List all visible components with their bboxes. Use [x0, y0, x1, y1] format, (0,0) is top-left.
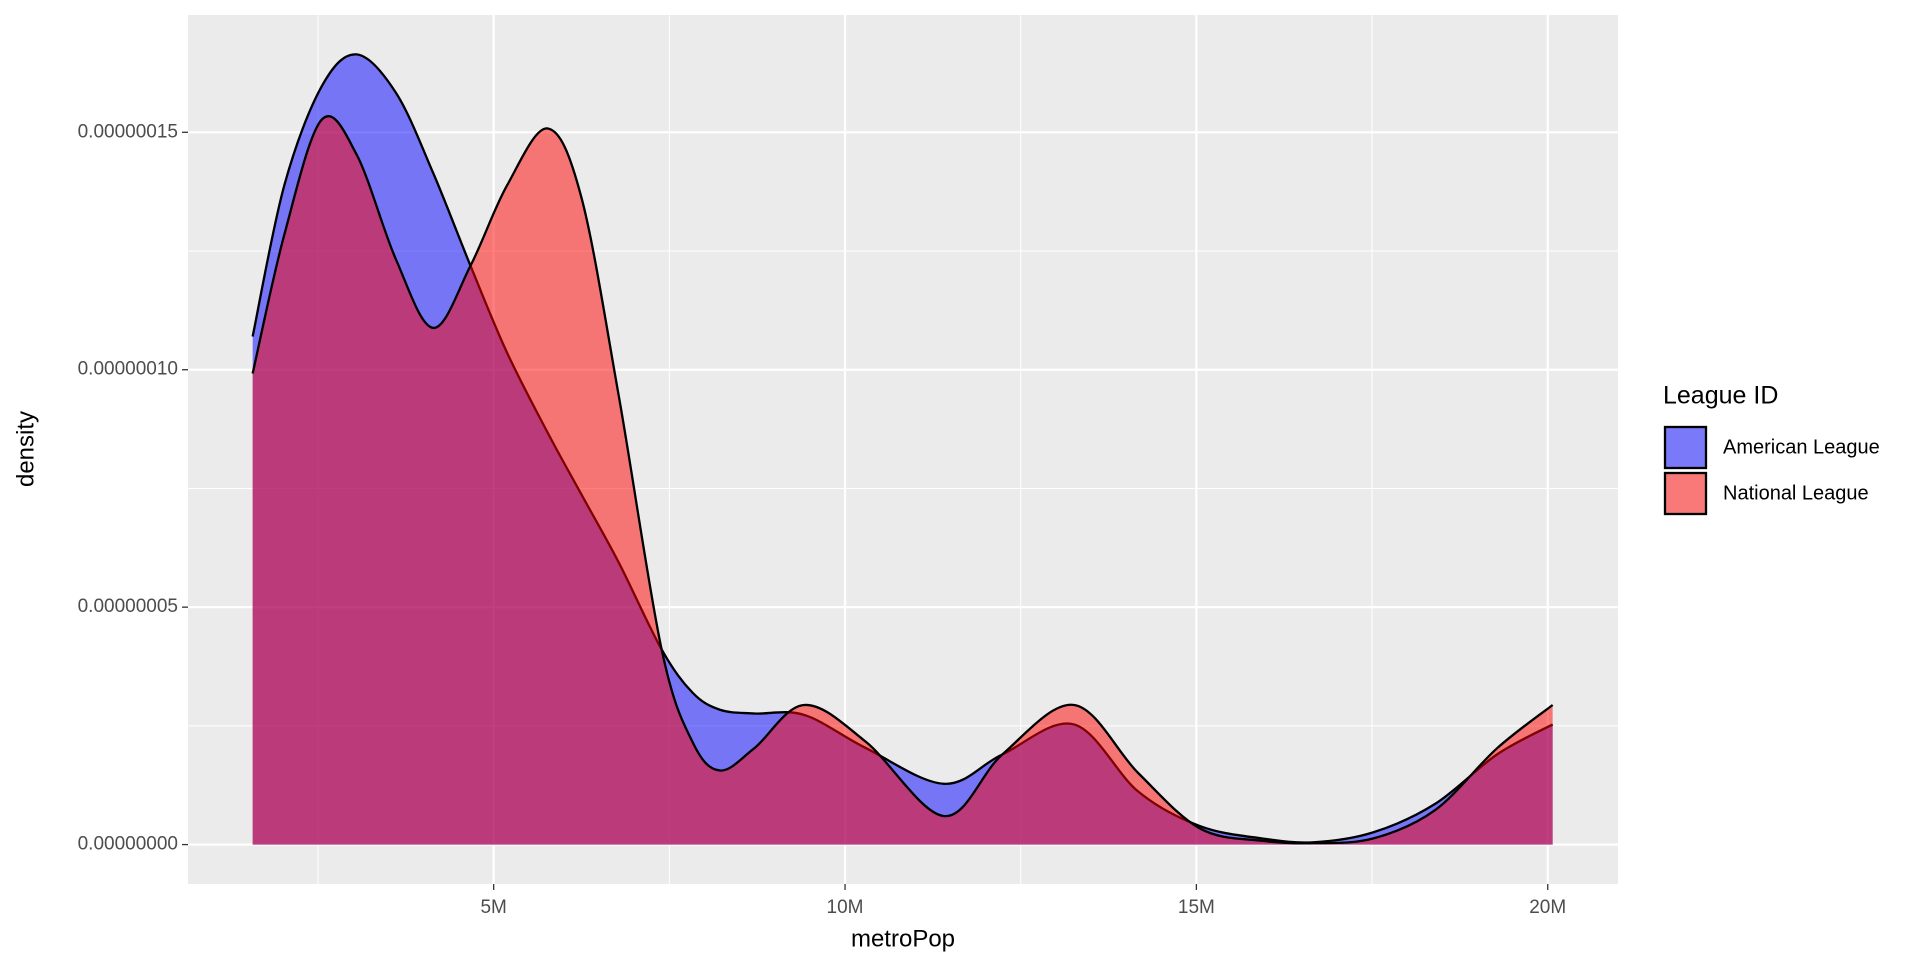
x-tick-label: 5M: [480, 897, 506, 918]
x-axis-title: metroPop: [851, 925, 955, 952]
legend-title: League ID: [1663, 382, 1778, 410]
y-tick-label: 0.00000010: [78, 359, 178, 380]
density-line: [251, 115, 1554, 845]
density-line: [251, 53, 1554, 844]
y-tick-label: 0.00000000: [78, 834, 178, 855]
y-tick-label: 0.00000015: [78, 121, 178, 142]
x-tick-label: 10M: [827, 897, 864, 918]
legend-label: American League: [1723, 436, 1880, 458]
legend: League ID American League National League: [1663, 382, 1880, 516]
legend-label: National League: [1723, 482, 1869, 504]
axes: 5M 10M 15M 20M 0.00000000 0.00000005 0.0000001…: [78, 121, 1567, 918]
legend-swatch: [1663, 425, 1708, 470]
y-tick-label: 0.00000005: [78, 596, 178, 617]
areas: [251, 53, 1554, 845]
x-tick-label: 15M: [1178, 897, 1215, 918]
legend-swatch: [1663, 471, 1708, 516]
x-tick-label: 20M: [1529, 897, 1566, 918]
y-axis-title: density: [12, 411, 39, 487]
density-area: [252, 116, 1553, 845]
